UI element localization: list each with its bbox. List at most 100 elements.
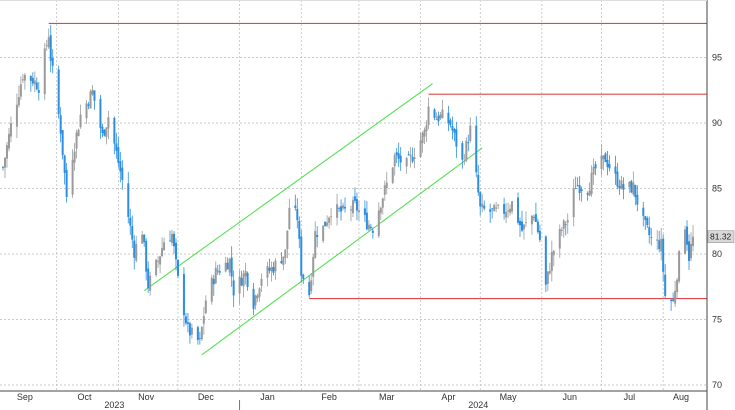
candle-body <box>507 210 510 212</box>
candle <box>336 193 339 226</box>
candle <box>574 176 577 190</box>
candle-body <box>23 74 26 81</box>
candle <box>644 215 647 230</box>
candle <box>107 110 110 140</box>
candle-body <box>365 212 368 230</box>
candle <box>131 215 134 249</box>
candle-body <box>29 76 32 81</box>
candle <box>79 104 82 129</box>
candle-body <box>620 180 623 189</box>
candle-body <box>71 159 74 195</box>
candle <box>405 156 408 174</box>
candle <box>85 100 88 124</box>
candle-body <box>534 214 537 222</box>
candle-body <box>578 185 581 194</box>
candle-body <box>240 277 243 286</box>
candle <box>210 274 213 305</box>
candle-body <box>588 190 591 196</box>
candle <box>548 262 551 275</box>
x-tick-label-jan: Jan <box>260 392 275 402</box>
candle-body <box>308 282 311 296</box>
last-price-tag: 81.32 <box>707 230 735 244</box>
candle-body <box>5 145 8 159</box>
candle <box>437 111 440 127</box>
candle <box>409 146 412 168</box>
candle <box>688 234 691 270</box>
candle-body <box>65 169 68 197</box>
candle <box>33 71 36 93</box>
candle <box>592 158 595 185</box>
candle-body <box>530 215 533 225</box>
candle <box>662 234 665 282</box>
candle-body <box>433 109 436 119</box>
candle <box>200 326 203 341</box>
candle-body <box>648 227 651 236</box>
candle <box>524 211 527 227</box>
candle-body <box>451 126 454 131</box>
candle-body <box>9 123 12 137</box>
candle <box>481 194 484 213</box>
candle <box>113 116 116 155</box>
candle <box>628 181 631 193</box>
x-tick-label-jun: Jun <box>562 392 577 402</box>
candle-body <box>228 258 231 273</box>
candle-body <box>600 155 603 169</box>
candle <box>338 206 341 213</box>
candle-body <box>274 260 277 272</box>
candle-body <box>59 115 62 134</box>
candle-body <box>252 288 255 309</box>
candle-body <box>326 222 329 226</box>
candle <box>157 256 160 268</box>
candle <box>690 232 693 262</box>
candle-body <box>684 229 687 254</box>
candle-body <box>119 161 122 172</box>
candle-body <box>238 276 241 294</box>
candle-body <box>590 173 593 195</box>
candle-body <box>2 167 4 168</box>
candle <box>282 256 285 271</box>
candle-body <box>105 127 108 138</box>
candle <box>314 221 317 259</box>
candle-body <box>260 278 263 286</box>
candle-body <box>592 166 595 175</box>
candle-body <box>47 37 50 48</box>
candle <box>161 237 164 258</box>
candle-body <box>353 196 356 201</box>
candle <box>379 206 382 221</box>
candle <box>483 200 486 211</box>
candle <box>7 127 10 152</box>
candle-body <box>678 251 681 282</box>
candle <box>586 191 589 201</box>
candle <box>580 186 583 202</box>
candle <box>169 230 172 242</box>
candle-body <box>517 197 520 223</box>
candle-body <box>159 256 162 265</box>
candle <box>9 116 12 143</box>
candle-body <box>441 109 444 118</box>
candle <box>184 312 187 326</box>
candle-body <box>115 143 118 151</box>
candle-body <box>463 160 466 162</box>
year-label-2023: 2023 <box>104 400 124 410</box>
candle <box>678 249 681 284</box>
candle-body <box>676 279 679 293</box>
candle-body <box>379 207 382 214</box>
candle <box>451 116 454 140</box>
candle-body <box>63 155 66 173</box>
candle-body <box>427 106 430 126</box>
candle <box>171 229 174 246</box>
candle-body <box>196 327 199 341</box>
candle <box>395 147 398 164</box>
candle <box>650 228 653 246</box>
candle-body <box>349 209 352 211</box>
candle <box>288 198 291 230</box>
candle <box>63 154 66 185</box>
candle-body <box>497 204 500 206</box>
y-tick-label-70: 70 <box>712 380 722 390</box>
candle <box>407 151 410 156</box>
candle <box>351 196 354 217</box>
candle <box>594 161 597 176</box>
candle <box>256 293 259 303</box>
candle-body <box>87 104 90 106</box>
candle-body <box>469 125 472 142</box>
